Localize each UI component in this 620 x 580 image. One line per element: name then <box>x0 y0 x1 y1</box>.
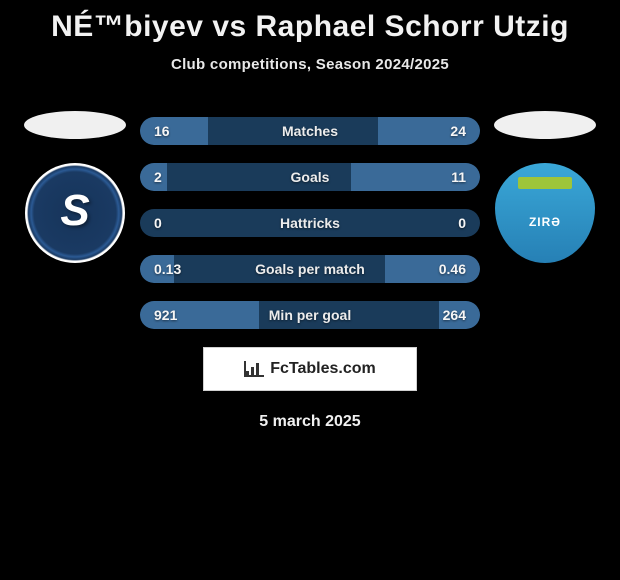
flag-left <box>24 111 126 139</box>
stat-label: Min per goal <box>140 307 480 323</box>
date-label: 5 march 2025 <box>0 413 620 431</box>
stat-label: Goals per match <box>140 261 480 277</box>
page-title: NÉ™biyev vs Raphael Schorr Utzig <box>0 10 620 44</box>
stat-row: 211Goals <box>140 163 480 191</box>
branding-badge: FcTables.com <box>203 347 417 391</box>
stat-label: Goals <box>140 169 480 185</box>
stat-label: Matches <box>140 123 480 139</box>
player-right-column <box>494 111 596 263</box>
stat-label: Hattricks <box>140 215 480 231</box>
stat-row: 00Hattricks <box>140 209 480 237</box>
flag-right <box>494 111 596 139</box>
bar-chart-icon <box>244 361 264 377</box>
subtitle: Club competitions, Season 2024/2025 <box>0 56 620 73</box>
comparison-infographic: NÉ™biyev vs Raphael Schorr Utzig Club co… <box>0 0 620 431</box>
stats-bars: 1624Matches 211Goals 00Hattricks 0.130.46Go… <box>140 111 480 329</box>
main-row: 1624Matches 211Goals 00Hattricks 0.130.46Go… <box>0 111 620 329</box>
branding-text: FcTables.com <box>270 360 376 378</box>
stat-row: 1624Matches <box>140 117 480 145</box>
club-logo-right <box>495 163 595 263</box>
club-logo-left <box>25 163 125 263</box>
stat-row: 921264Min per goal <box>140 301 480 329</box>
player-left-column <box>24 111 126 263</box>
stat-row: 0.130.46Goals per match <box>140 255 480 283</box>
